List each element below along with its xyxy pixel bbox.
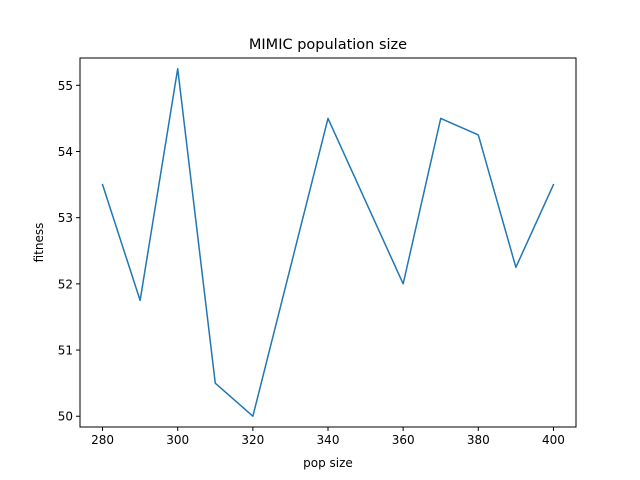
y-tick-label: 51 <box>58 344 73 358</box>
series-layer <box>101 68 555 417</box>
chart-title: MIMIC population size <box>249 37 407 53</box>
x-tick-label: 320 <box>241 433 264 447</box>
y-axis-label: fitness <box>32 223 46 263</box>
x-tick-label: 360 <box>392 433 415 447</box>
x-tick-label: 400 <box>542 433 565 447</box>
x-tick-label: 380 <box>467 433 490 447</box>
y-tick-label: 53 <box>58 211 73 225</box>
x-tick-label: 280 <box>91 433 114 447</box>
x-tick-label: 300 <box>166 433 189 447</box>
y-tick-label: 50 <box>58 410 73 424</box>
x-axis-label: pop size <box>303 456 353 470</box>
plot-area-frame <box>79 57 577 428</box>
series-line-0 <box>101 68 555 417</box>
y-tick-label: 55 <box>58 79 73 93</box>
y-tick-label: 54 <box>58 145 73 159</box>
y-axis: 50 51 52 53 54 55 <box>58 79 80 424</box>
x-axis: 280 300 320 340 360 380 400 <box>91 427 565 447</box>
x-tick-label: 340 <box>317 433 340 447</box>
y-tick-label: 52 <box>58 277 73 291</box>
